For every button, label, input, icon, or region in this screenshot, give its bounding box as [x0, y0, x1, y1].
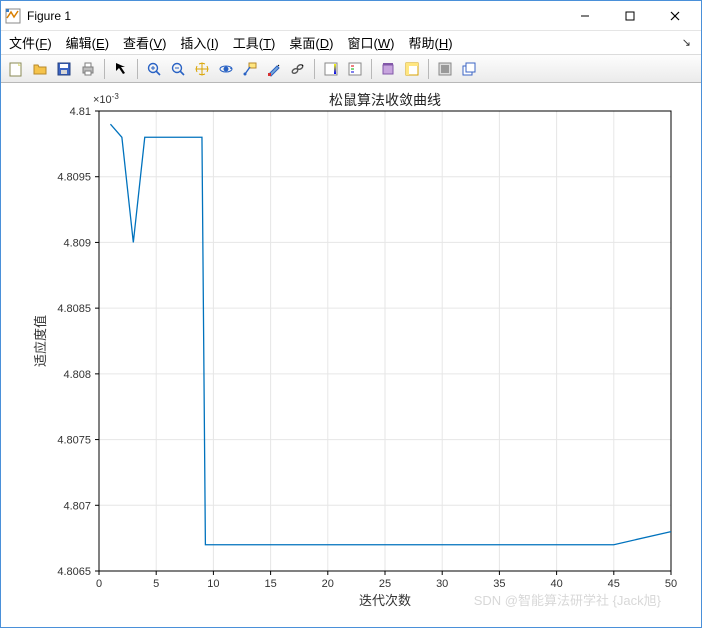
zoom-in-button[interactable]	[143, 58, 165, 80]
print-button[interactable]	[77, 58, 99, 80]
menu-tools[interactable]: 工具(T)	[233, 33, 276, 52]
svg-text:0: 0	[96, 578, 102, 590]
new-figure-button[interactable]	[5, 58, 27, 80]
svg-text:松鼠算法收敛曲线: 松鼠算法收敛曲线	[329, 93, 441, 109]
svg-text:5: 5	[153, 578, 159, 590]
svg-text:40: 40	[550, 578, 562, 590]
svg-text:SDN @智能算法研学社 {Jack旭}: SDN @智能算法研学社 {Jack旭}	[474, 593, 662, 608]
svg-text:4.8085: 4.8085	[57, 303, 91, 315]
edit-plot-button[interactable]	[110, 58, 132, 80]
menu-edit[interactable]: 编辑(E)	[66, 33, 109, 52]
toolbar-separator	[314, 59, 315, 79]
toolbar-separator	[137, 59, 138, 79]
undock-button[interactable]	[458, 58, 480, 80]
maximize-button[interactable]	[607, 2, 652, 30]
insert-legend-button[interactable]	[344, 58, 366, 80]
svg-text:4.8095: 4.8095	[57, 172, 91, 184]
brush-button[interactable]	[263, 58, 285, 80]
toolbar-separator	[104, 59, 105, 79]
menu-overflow-icon[interactable]: ↘	[682, 36, 693, 49]
app-icon	[5, 8, 21, 24]
toolbar	[1, 55, 701, 83]
titlebar: Figure 1	[1, 1, 701, 31]
svg-text:迭代次数: 迭代次数	[359, 593, 411, 608]
svg-text:4.807: 4.807	[63, 500, 91, 512]
figure-window: Figure 1 文件(F) 编辑(E) 查看(V) 插入(I) 工具(T) 桌…	[0, 0, 702, 628]
svg-text:4.81: 4.81	[70, 106, 91, 118]
svg-text:4.809: 4.809	[63, 237, 91, 249]
svg-text:45: 45	[608, 578, 620, 590]
window-title: Figure 1	[27, 9, 71, 23]
svg-text:15: 15	[264, 578, 276, 590]
svg-text:20: 20	[322, 578, 334, 590]
svg-text:4.808: 4.808	[63, 369, 91, 381]
menu-window[interactable]: 窗口(W)	[347, 33, 394, 52]
save-button[interactable]	[53, 58, 75, 80]
zoom-out-button[interactable]	[167, 58, 189, 80]
menu-help[interactable]: 帮助(H)	[408, 33, 452, 52]
plot-area: 0 5 10 15 20 25 30 35 40 45 50 4.8065 4.807 4.8075 4.8…	[1, 85, 701, 627]
data-cursor-button[interactable]	[239, 58, 261, 80]
close-button[interactable]	[652, 2, 697, 30]
svg-text:35: 35	[493, 578, 505, 590]
hide-plot-tools-button[interactable]	[377, 58, 399, 80]
show-plot-tools-button[interactable]	[401, 58, 423, 80]
menu-view[interactable]: 查看(V)	[123, 33, 166, 52]
open-file-button[interactable]	[29, 58, 51, 80]
svg-text:10: 10	[207, 578, 219, 590]
toolbar-separator	[371, 59, 372, 79]
link-button[interactable]	[287, 58, 309, 80]
svg-text:4.8075: 4.8075	[57, 435, 91, 447]
menu-desktop[interactable]: 桌面(D)	[289, 33, 333, 52]
insert-colorbar-button[interactable]	[320, 58, 342, 80]
svg-text:4.8065: 4.8065	[57, 566, 91, 578]
pan-button[interactable]	[191, 58, 213, 80]
svg-text:适应度值: 适应度值	[33, 315, 48, 367]
svg-text:50: 50	[665, 578, 677, 590]
dock-button[interactable]	[434, 58, 456, 80]
svg-text:25: 25	[379, 578, 391, 590]
toolbar-separator	[428, 59, 429, 79]
svg-text:30: 30	[436, 578, 448, 590]
menu-insert[interactable]: 插入(I)	[180, 33, 218, 52]
convergence-chart: 0 5 10 15 20 25 30 35 40 45 50 4.8065 4.807 4.8075 4.8…	[1, 85, 701, 625]
rotate-3d-button[interactable]	[215, 58, 237, 80]
minimize-button[interactable]	[562, 2, 607, 30]
menu-file[interactable]: 文件(F)	[9, 33, 52, 52]
menubar: 文件(F) 编辑(E) 查看(V) 插入(I) 工具(T) 桌面(D) 窗口(W…	[1, 31, 701, 55]
